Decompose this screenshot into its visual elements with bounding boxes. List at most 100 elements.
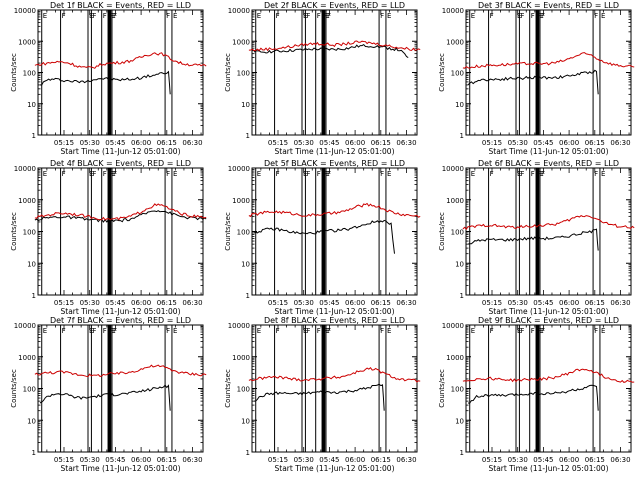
x-tick-label: 06:15 bbox=[371, 139, 391, 147]
series-events-line bbox=[467, 69, 599, 95]
event-flag: F bbox=[92, 327, 96, 335]
plot-frame bbox=[37, 167, 204, 296]
x-tick-label: 06:30 bbox=[396, 456, 416, 464]
event-flag: E bbox=[111, 327, 115, 335]
y-tick-label: 100 bbox=[451, 70, 464, 78]
x-tick-label: 05:30 bbox=[508, 456, 528, 464]
y-tick-label: 1 bbox=[246, 292, 250, 300]
y-tick-label: 1 bbox=[460, 132, 464, 140]
x-tick-label: 05:15 bbox=[268, 139, 288, 147]
x-tick-label: 05:30 bbox=[80, 139, 100, 147]
series-events-line bbox=[467, 384, 599, 411]
series-events-line bbox=[253, 43, 409, 59]
series-lld-line bbox=[248, 366, 421, 383]
x-tick-label: 06:00 bbox=[345, 456, 365, 464]
x-tick-label: 05:45 bbox=[533, 139, 553, 147]
x-tick-label: 06:30 bbox=[396, 139, 416, 147]
x-axis-label: Start Time (11-Jun-12 05:01:00) bbox=[275, 147, 395, 156]
x-tick-label: 05:30 bbox=[508, 299, 528, 307]
x-tick-label: 06:15 bbox=[157, 456, 177, 464]
x-tick-label: 06:00 bbox=[345, 139, 365, 147]
y-tick-label: 1000 bbox=[18, 197, 36, 205]
series-lld-line bbox=[248, 202, 421, 218]
y-tick-label: 10 bbox=[241, 260, 250, 268]
x-tick-label: 05:30 bbox=[294, 139, 314, 147]
y-tick-label: 100 bbox=[23, 70, 36, 78]
panel-det-6: Det 6f BLACK = Events, RED = LLD 1 10 100 10… bbox=[438, 159, 635, 316]
x-tick-label: 06:15 bbox=[157, 139, 177, 147]
event-flag: F bbox=[276, 170, 280, 178]
y-axis-label: Counts/sec bbox=[438, 369, 446, 408]
panel-det-5: Det 5f BLACK = Events, RED = LLD 1 10 100 10… bbox=[224, 159, 421, 316]
event-flag: F bbox=[113, 170, 117, 178]
panel-title: Det 6f BLACK = Events, RED = LLD bbox=[478, 159, 619, 168]
event-flag: E bbox=[257, 170, 261, 178]
event-flag: F bbox=[166, 12, 170, 20]
y-tick-label: 1000 bbox=[232, 197, 250, 205]
event-flag: F bbox=[306, 327, 310, 335]
x-tick-label: 06:30 bbox=[610, 139, 630, 147]
x-tick-label: 05:15 bbox=[268, 456, 288, 464]
y-tick-label: 10000 bbox=[442, 165, 464, 173]
x-tick-label: 05:45 bbox=[105, 456, 125, 464]
event-flag: F bbox=[541, 170, 545, 178]
y-tick-label: 10 bbox=[27, 260, 36, 268]
y-axis-label: Counts/sec bbox=[224, 369, 232, 408]
x-axis-label: Start Time (11-Jun-12 05:01:00) bbox=[489, 147, 609, 156]
x-axis-label: Start Time (11-Jun-12 05:01:00) bbox=[61, 464, 181, 473]
x-tick-label: 06:15 bbox=[585, 456, 605, 464]
y-axis-label: Counts/sec bbox=[224, 53, 232, 92]
y-tick-label: 1000 bbox=[18, 38, 36, 46]
event-flag: F bbox=[62, 12, 66, 20]
x-tick-label: 06:30 bbox=[610, 456, 630, 464]
y-tick-label: 10000 bbox=[14, 7, 36, 15]
y-axis-label: Counts/sec bbox=[438, 212, 446, 251]
event-flag: E bbox=[387, 170, 391, 178]
x-tick-label: 06:15 bbox=[371, 456, 391, 464]
x-axis-label: Start Time (11-Jun-12 05:01:00) bbox=[61, 307, 181, 316]
y-tick-label: 10000 bbox=[442, 322, 464, 330]
series-events-line bbox=[39, 70, 171, 95]
panel-title: Det 8f BLACK = Events, RED = LLD bbox=[264, 316, 405, 325]
x-tick-label: 05:30 bbox=[80, 456, 100, 464]
x-tick-label: 06:00 bbox=[345, 299, 365, 307]
event-flag: F bbox=[327, 170, 331, 178]
event-flag: E bbox=[539, 327, 543, 335]
panel-det-3: Det 3f BLACK = Events, RED = LLD 1 10 100 10… bbox=[438, 1, 635, 156]
y-tick-label: 1000 bbox=[18, 354, 36, 362]
event-flag: F bbox=[520, 12, 524, 20]
event-flag: F bbox=[317, 12, 321, 20]
x-axis-label: Start Time (11-Jun-12 05:01:00) bbox=[61, 147, 181, 156]
series-lld-line bbox=[34, 52, 207, 69]
y-tick-label: 100 bbox=[23, 386, 36, 394]
x-tick-label: 06:30 bbox=[610, 299, 630, 307]
event-flag: E bbox=[43, 170, 47, 178]
event-flag: F bbox=[380, 327, 384, 335]
x-tick-label: 06:00 bbox=[131, 139, 151, 147]
y-tick-label: 1 bbox=[32, 292, 36, 300]
y-tick-label: 10000 bbox=[228, 165, 250, 173]
series-events-line bbox=[34, 210, 207, 223]
event-flag: E bbox=[173, 327, 177, 335]
y-tick-label: 10 bbox=[455, 417, 464, 425]
event-flag: F bbox=[490, 170, 494, 178]
y-tick-label: 1 bbox=[460, 292, 464, 300]
x-axis-label: Start Time (11-Jun-12 05:01:00) bbox=[489, 464, 609, 473]
event-flag: F bbox=[62, 170, 66, 178]
series-events-line bbox=[467, 228, 599, 251]
event-flag: E bbox=[325, 12, 329, 20]
x-tick-label: 06:00 bbox=[559, 456, 579, 464]
event-flag: F bbox=[327, 12, 331, 20]
y-tick-label: 10000 bbox=[14, 165, 36, 173]
event-flag: F bbox=[103, 12, 107, 20]
y-tick-label: 10 bbox=[27, 417, 36, 425]
event-flag: F bbox=[306, 170, 310, 178]
x-tick-label: 06:30 bbox=[182, 299, 202, 307]
y-tick-label: 10 bbox=[27, 101, 36, 109]
x-axis-label: Start Time (11-Jun-12 05:01:00) bbox=[275, 307, 395, 316]
x-tick-label: 06:15 bbox=[585, 299, 605, 307]
y-tick-label: 1 bbox=[246, 449, 250, 457]
plot-frame bbox=[37, 9, 204, 136]
event-flag: E bbox=[601, 327, 605, 335]
